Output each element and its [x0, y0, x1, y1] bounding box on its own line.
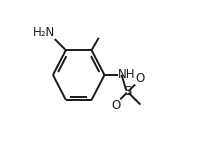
- Text: H₂N: H₂N: [32, 26, 55, 39]
- Text: O: O: [135, 72, 144, 85]
- Text: O: O: [111, 99, 120, 112]
- Text: NH: NH: [118, 69, 135, 81]
- Text: S: S: [124, 85, 132, 98]
